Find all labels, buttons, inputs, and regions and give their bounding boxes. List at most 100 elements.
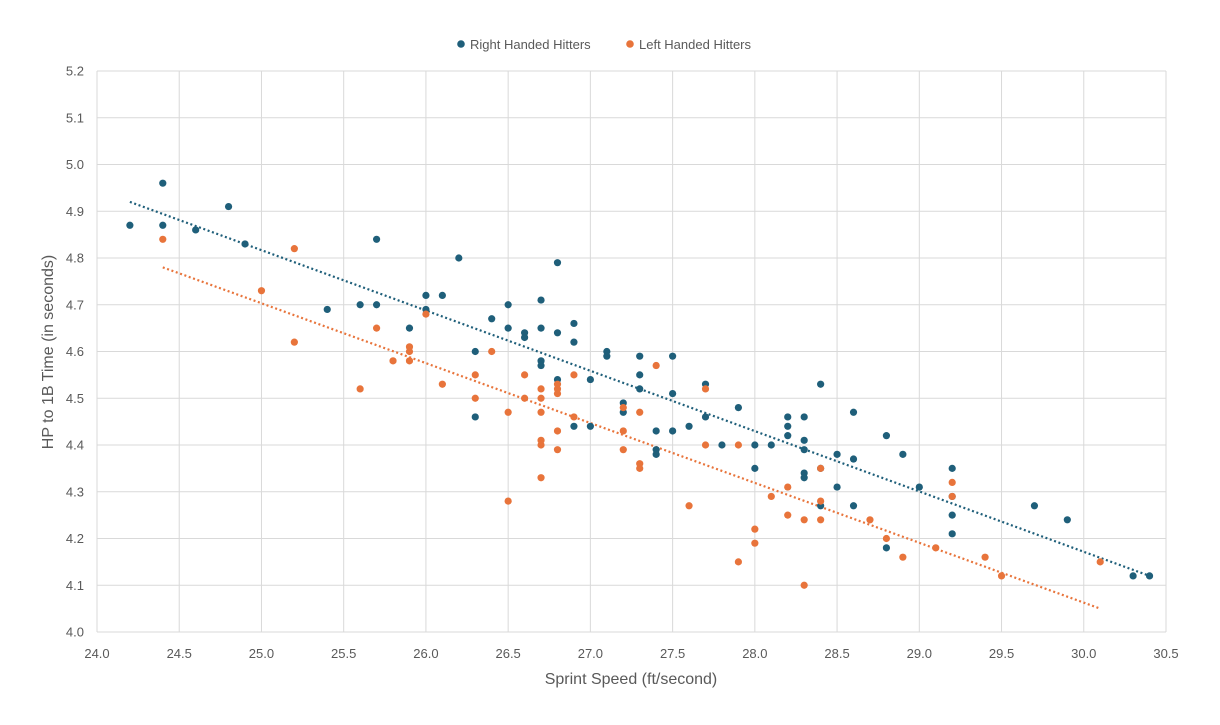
x-tick-label: 27.0 — [578, 646, 603, 661]
data-point-right-handed — [372, 235, 381, 243]
data-point-right-handed — [438, 291, 446, 299]
data-point-right-handed — [636, 385, 644, 393]
y-tick-label: 4.2 — [66, 531, 84, 546]
x-tick-label: 29.0 — [907, 646, 932, 661]
y-tick-label: 4.1 — [66, 578, 84, 593]
y-axis-title: HP to 1B Time (in seconds) — [40, 255, 57, 449]
x-axis-title: Sprint Speed (ft/second) — [545, 671, 718, 688]
data-point-right-handed — [1063, 516, 1071, 524]
data-point-right-handed — [948, 530, 956, 538]
data-point-left-handed — [438, 380, 446, 388]
data-point-left-handed — [570, 413, 578, 421]
data-point-right-handed — [734, 404, 743, 412]
x-tick-label: 24.0 — [84, 646, 109, 661]
data-point-left-handed — [784, 511, 792, 519]
data-point-left-handed — [488, 347, 496, 356]
data-point-right-handed — [669, 352, 677, 360]
y-axis-ticks: 4.0 4.1 4.2 4.3 4.4 4.5 4.6 4.7 4.8 4.9 5.0 5.1 5.2 — [66, 64, 84, 640]
data-point-left-handed — [734, 558, 743, 566]
data-point-right-handed — [817, 380, 825, 388]
data-point-left-handed — [817, 516, 825, 524]
data-point-left-handed — [537, 394, 545, 402]
data-point-left-handed — [882, 534, 891, 543]
y-tick-label: 4.7 — [66, 297, 84, 312]
data-point-right-handed — [570, 319, 578, 328]
data-point-left-handed — [899, 553, 907, 561]
data-point-right-handed — [521, 333, 529, 342]
data-point-left-handed — [521, 371, 529, 379]
x-tick-label: 30.5 — [1153, 646, 1178, 661]
legend-item-right-handed: Right Handed Hitters — [457, 37, 591, 52]
data-point-right-handed — [405, 324, 414, 332]
data-point-left-handed — [981, 553, 989, 561]
data-point-right-handed — [800, 446, 808, 454]
data-point-right-handed — [570, 338, 578, 346]
data-point-right-handed — [471, 413, 479, 421]
data-point-left-handed — [504, 408, 512, 416]
data-point-right-handed — [422, 291, 430, 299]
x-tick-label: 29.5 — [989, 646, 1014, 661]
legend-item-left-handed: Left Handed Hitters — [626, 37, 752, 52]
data-point-right-handed — [915, 483, 923, 491]
data-point-right-handed — [882, 544, 891, 552]
data-point-right-handed — [685, 422, 693, 430]
data-point-left-handed — [619, 404, 627, 412]
data-point-right-handed — [553, 329, 562, 337]
data-point-left-handed — [997, 572, 1006, 580]
data-point-left-handed — [504, 497, 512, 505]
y-tick-label: 4.9 — [66, 204, 84, 219]
data-point-left-handed — [553, 427, 562, 435]
data-point-left-handed — [537, 474, 545, 482]
data-points — [126, 179, 1154, 589]
data-point-right-handed — [948, 464, 956, 472]
data-point-right-handed — [849, 408, 858, 416]
data-point-right-handed — [570, 422, 578, 430]
data-point-left-handed — [701, 385, 710, 393]
data-point-right-handed — [718, 441, 726, 449]
y-tick-label: 4.3 — [66, 484, 84, 499]
data-point-right-handed — [669, 427, 677, 435]
data-point-right-handed — [603, 352, 611, 360]
data-point-right-handed — [504, 301, 512, 309]
data-point-left-handed — [257, 287, 266, 295]
data-point-left-handed — [932, 544, 940, 552]
data-point-right-handed — [849, 455, 858, 463]
data-point-right-handed — [652, 446, 660, 454]
data-point-left-handed — [619, 427, 627, 435]
data-point-left-handed — [866, 516, 874, 524]
data-point-left-handed — [800, 581, 808, 589]
data-point-left-handed — [372, 324, 381, 332]
data-point-right-handed — [800, 413, 808, 421]
data-point-left-handed — [553, 446, 562, 454]
x-tick-label: 28.5 — [824, 646, 849, 661]
data-point-right-handed — [784, 422, 792, 430]
data-point-right-handed — [537, 361, 545, 370]
data-point-right-handed — [899, 450, 907, 458]
data-point-right-handed — [767, 441, 775, 449]
gridlines — [96, 70, 1167, 633]
trendlines — [129, 200, 1150, 610]
data-point-left-handed — [570, 371, 578, 379]
y-tick-label: 5.0 — [66, 157, 84, 172]
y-tick-label: 4.5 — [66, 391, 84, 406]
data-point-right-handed — [455, 254, 463, 262]
legend-marker-left-handed — [626, 40, 634, 48]
data-point-right-handed — [800, 474, 808, 482]
data-point-right-handed — [849, 502, 858, 510]
data-point-left-handed — [751, 525, 759, 533]
data-point-right-handed — [882, 432, 891, 440]
data-point-left-handed — [948, 478, 956, 486]
data-point-right-handed — [471, 347, 479, 356]
data-point-left-handed — [636, 408, 644, 416]
data-point-right-handed — [537, 296, 545, 304]
data-point-right-handed — [1030, 502, 1039, 510]
data-point-right-handed — [323, 305, 331, 314]
data-point-left-handed — [734, 441, 743, 449]
data-point-right-handed — [537, 324, 545, 332]
data-point-left-handed — [537, 408, 545, 416]
data-point-right-handed — [784, 413, 792, 421]
y-tick-label: 5.1 — [66, 110, 84, 125]
data-point-left-handed — [405, 357, 414, 365]
data-point-left-handed — [767, 492, 775, 501]
data-point-left-handed — [389, 357, 397, 365]
